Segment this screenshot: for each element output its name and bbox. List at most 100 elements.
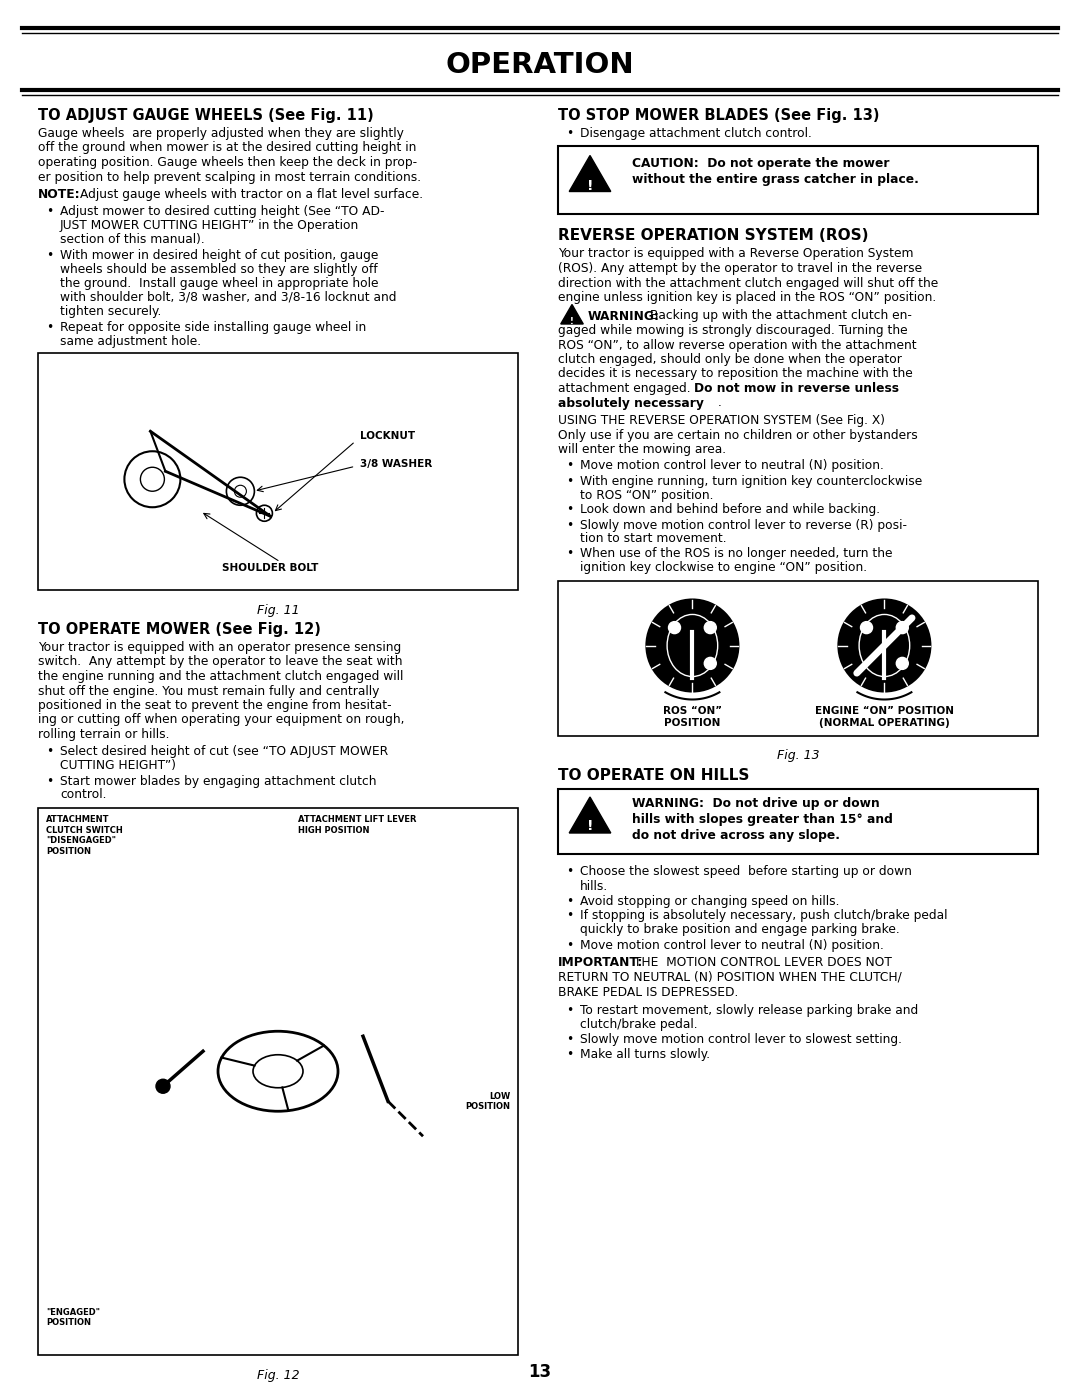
Text: NOTE:: NOTE: xyxy=(38,189,81,201)
Text: CAUTION:  Do not operate the mower: CAUTION: Do not operate the mower xyxy=(632,158,890,170)
Text: the ground.  Install gauge wheel in appropriate hole: the ground. Install gauge wheel in appro… xyxy=(60,277,378,289)
Ellipse shape xyxy=(667,615,718,676)
FancyBboxPatch shape xyxy=(38,352,518,590)
Circle shape xyxy=(838,599,930,692)
Text: •: • xyxy=(46,249,53,261)
Text: decides it is necessary to reposition the machine with the: decides it is necessary to reposition th… xyxy=(558,367,913,380)
Text: •: • xyxy=(566,1004,573,1017)
Text: To restart movement, slowly release parking brake and: To restart movement, slowly release park… xyxy=(580,1004,918,1017)
Text: operating position. Gauge wheels then keep the deck in prop-: operating position. Gauge wheels then ke… xyxy=(38,156,417,169)
Text: WARNING:: WARNING: xyxy=(588,310,660,323)
Text: off the ground when mower is at the desired cutting height in: off the ground when mower is at the desi… xyxy=(38,141,417,155)
Text: LOW
POSITION: LOW POSITION xyxy=(465,1091,510,1111)
Text: do not drive across any slope.: do not drive across any slope. xyxy=(632,828,840,841)
Text: Your tractor is equipped with an operator presence sensing: Your tractor is equipped with an operato… xyxy=(38,641,402,654)
Text: •: • xyxy=(566,548,573,560)
Text: With engine running, turn ignition key counterclockwise: With engine running, turn ignition key c… xyxy=(580,475,922,488)
Text: wheels should be assembled so they are slightly off: wheels should be assembled so they are s… xyxy=(60,263,378,275)
Text: •: • xyxy=(46,204,53,218)
Text: CUTTING HEIGHT”): CUTTING HEIGHT”) xyxy=(60,759,176,771)
Text: TO STOP MOWER BLADES (See Fig. 13): TO STOP MOWER BLADES (See Fig. 13) xyxy=(558,108,879,123)
Text: engine unless ignition key is placed in the ROS “ON” position.: engine unless ignition key is placed in … xyxy=(558,291,936,305)
Text: TO OPERATE MOWER (See Fig. 12): TO OPERATE MOWER (See Fig. 12) xyxy=(38,622,321,637)
Text: ROS “ON”, to allow reverse operation with the attachment: ROS “ON”, to allow reverse operation wit… xyxy=(558,338,917,352)
Text: !: ! xyxy=(586,179,593,193)
Text: Gauge wheels  are properly adjusted when they are slightly: Gauge wheels are properly adjusted when … xyxy=(38,127,404,140)
Text: Repeat for opposite side installing gauge wheel in: Repeat for opposite side installing gaug… xyxy=(60,320,366,334)
Text: without the entire grass catcher in place.: without the entire grass catcher in plac… xyxy=(632,173,919,187)
Text: quickly to brake position and engage parking brake.: quickly to brake position and engage par… xyxy=(580,923,900,936)
Text: •: • xyxy=(566,475,573,488)
Text: (NORMAL OPERATING): (NORMAL OPERATING) xyxy=(819,718,949,728)
Text: •: • xyxy=(566,127,573,140)
Text: direction with the attachment clutch engaged will shut off the: direction with the attachment clutch eng… xyxy=(558,277,939,289)
Text: hills with slopes greater than 15° and: hills with slopes greater than 15° and xyxy=(632,813,893,826)
Text: Choose the slowest speed  before starting up or down: Choose the slowest speed before starting… xyxy=(580,866,912,879)
Text: positioned in the seat to prevent the engine from hesitat-: positioned in the seat to prevent the en… xyxy=(38,698,392,712)
Text: ing or cutting off when operating your equipment on rough,: ing or cutting off when operating your e… xyxy=(38,714,405,726)
Circle shape xyxy=(896,658,908,669)
Text: Fig. 12: Fig. 12 xyxy=(257,1369,299,1382)
Text: •: • xyxy=(566,503,573,517)
FancyBboxPatch shape xyxy=(38,807,518,1355)
Text: section of this manual).: section of this manual). xyxy=(60,232,205,246)
Text: WARNING:  Do not drive up or down: WARNING: Do not drive up or down xyxy=(632,796,880,809)
Text: 13: 13 xyxy=(528,1363,552,1382)
Text: •: • xyxy=(566,939,573,951)
Text: SHOULDER BOLT: SHOULDER BOLT xyxy=(222,563,319,573)
Circle shape xyxy=(896,622,908,634)
Circle shape xyxy=(669,622,680,634)
FancyBboxPatch shape xyxy=(558,145,1038,214)
FancyBboxPatch shape xyxy=(558,788,1038,854)
Text: absolutely necessary: absolutely necessary xyxy=(558,397,704,409)
Text: ATTACHMENT
CLUTCH SWITCH
"DISENGAGED"
POSITION: ATTACHMENT CLUTCH SWITCH "DISENGAGED" PO… xyxy=(46,816,123,856)
Text: TO OPERATE ON HILLS: TO OPERATE ON HILLS xyxy=(558,767,750,782)
Text: •: • xyxy=(566,909,573,922)
Circle shape xyxy=(861,622,873,634)
Text: tion to start movement.: tion to start movement. xyxy=(580,532,727,545)
Text: clutch/brake pedal.: clutch/brake pedal. xyxy=(580,1018,698,1031)
Text: •: • xyxy=(566,1032,573,1046)
Text: ENGINE “ON” POSITION: ENGINE “ON” POSITION xyxy=(815,705,954,715)
Text: Slowly move motion control lever to slowest setting.: Slowly move motion control lever to slow… xyxy=(580,1032,902,1046)
Text: control.: control. xyxy=(60,788,107,802)
Text: Adjust gauge wheels with tractor on a flat level surface.: Adjust gauge wheels with tractor on a fl… xyxy=(80,189,423,201)
Text: 3/8 WASHER: 3/8 WASHER xyxy=(361,460,433,469)
Text: ATTACHMENT LIFT LEVER
HIGH POSITION: ATTACHMENT LIFT LEVER HIGH POSITION xyxy=(298,816,417,835)
Text: POSITION: POSITION xyxy=(664,718,720,728)
Text: Adjust mower to desired cutting height (See “TO AD-: Adjust mower to desired cutting height (… xyxy=(60,204,384,218)
Text: .: . xyxy=(718,397,721,409)
Text: to ROS “ON” position.: to ROS “ON” position. xyxy=(580,489,714,502)
Text: •: • xyxy=(46,320,53,334)
Text: gaged while mowing is strongly discouraged. Turning the: gaged while mowing is strongly discourag… xyxy=(558,324,907,337)
Text: •: • xyxy=(46,745,53,757)
Text: •: • xyxy=(566,894,573,908)
Text: (ROS). Any attempt by the operator to travel in the reverse: (ROS). Any attempt by the operator to tr… xyxy=(558,263,922,275)
Text: with shoulder bolt, 3/8 washer, and 3/8-16 locknut and: with shoulder bolt, 3/8 washer, and 3/8-… xyxy=(60,291,396,303)
Text: USING THE REVERSE OPERATION SYSTEM (See Fig. X): USING THE REVERSE OPERATION SYSTEM (See … xyxy=(558,414,885,427)
Text: tighten securely.: tighten securely. xyxy=(60,305,161,317)
Text: BRAKE PEDAL IS DEPRESSED.: BRAKE PEDAL IS DEPRESSED. xyxy=(558,985,739,999)
Text: •: • xyxy=(46,774,53,788)
Ellipse shape xyxy=(859,615,909,676)
Text: •: • xyxy=(566,1048,573,1060)
Text: IMPORTANT:: IMPORTANT: xyxy=(558,957,644,970)
Text: With mower in desired height of cut position, gauge: With mower in desired height of cut posi… xyxy=(60,249,378,261)
Circle shape xyxy=(704,622,716,634)
Polygon shape xyxy=(561,305,583,324)
Text: Move motion control lever to neutral (N) position.: Move motion control lever to neutral (N)… xyxy=(580,939,883,951)
Text: switch.  Any attempt by the operator to leave the seat with: switch. Any attempt by the operator to l… xyxy=(38,655,403,669)
Text: Fig. 13: Fig. 13 xyxy=(777,750,820,763)
Polygon shape xyxy=(569,798,611,833)
Text: hills.: hills. xyxy=(580,880,608,893)
Text: rolling terrain or hills.: rolling terrain or hills. xyxy=(38,728,170,740)
Text: THE  MOTION CONTROL LEVER DOES NOT: THE MOTION CONTROL LEVER DOES NOT xyxy=(630,957,892,970)
Text: •: • xyxy=(566,518,573,531)
Circle shape xyxy=(704,658,716,669)
Circle shape xyxy=(156,1080,170,1094)
Text: ROS “ON”: ROS “ON” xyxy=(663,705,721,715)
Text: Select desired height of cut (see “TO ADJUST MOWER: Select desired height of cut (see “TO AD… xyxy=(60,745,388,757)
Text: clutch engaged, should only be done when the operator: clutch engaged, should only be done when… xyxy=(558,353,902,366)
Text: same adjustment hole.: same adjustment hole. xyxy=(60,334,201,348)
Text: Avoid stopping or changing speed on hills.: Avoid stopping or changing speed on hill… xyxy=(580,894,839,908)
